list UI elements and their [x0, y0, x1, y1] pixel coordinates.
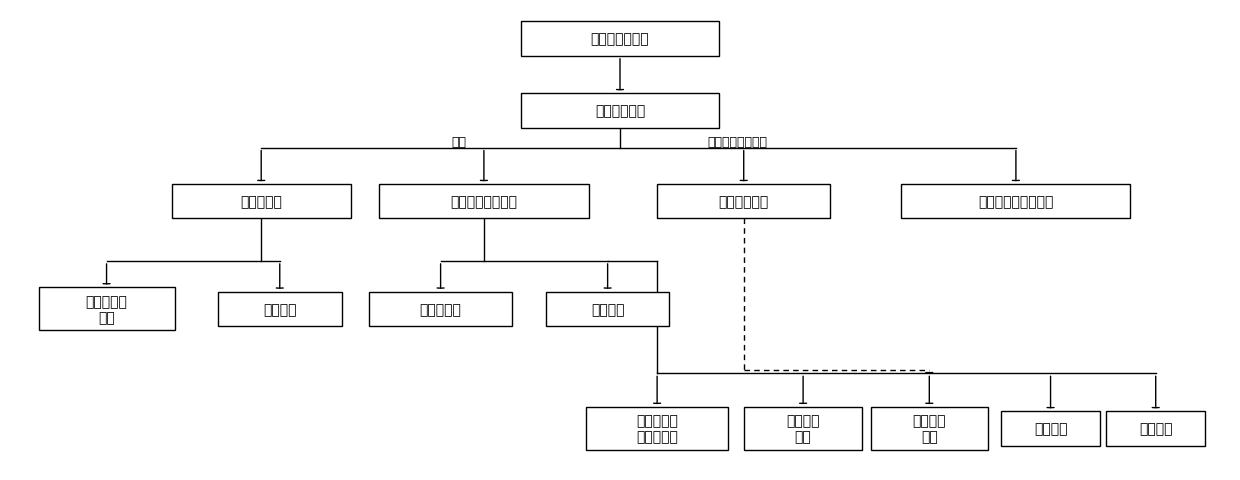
Text: 运行操作人员界面: 运行操作人员界面: [450, 195, 517, 209]
Text: 浏览用户界面: 浏览用户界面: [719, 195, 769, 209]
Text: 进入系统主界面: 进入系统主界面: [590, 33, 650, 47]
FancyBboxPatch shape: [171, 185, 351, 219]
FancyBboxPatch shape: [901, 185, 1131, 219]
Text: 用户管理: 用户管理: [263, 302, 296, 316]
Text: 风电场风机
分布及信息: 风电场风机 分布及信息: [636, 413, 678, 444]
FancyBboxPatch shape: [370, 292, 512, 326]
FancyBboxPatch shape: [744, 407, 862, 450]
FancyBboxPatch shape: [1106, 411, 1205, 446]
Text: 用户身份认证: 用户身份认证: [595, 104, 645, 118]
FancyBboxPatch shape: [1001, 411, 1100, 446]
Text: 数据处理: 数据处理: [591, 302, 625, 316]
Text: 管理员界面: 管理员界面: [241, 195, 283, 209]
FancyBboxPatch shape: [657, 185, 831, 219]
FancyBboxPatch shape: [521, 94, 719, 128]
Text: 系统监控: 系统监控: [1140, 421, 1173, 435]
Text: 用户名或密码错误: 用户名或密码错误: [708, 135, 768, 148]
FancyBboxPatch shape: [218, 292, 342, 326]
Text: 重新进入系统主界面: 重新进入系统主界面: [978, 195, 1054, 209]
FancyBboxPatch shape: [38, 288, 175, 331]
FancyBboxPatch shape: [546, 292, 670, 326]
Text: 风电场设置: 风电场设置: [419, 302, 461, 316]
FancyBboxPatch shape: [587, 407, 728, 450]
FancyBboxPatch shape: [521, 23, 719, 57]
Text: 风电场信息
管理: 风电场信息 管理: [86, 294, 128, 324]
Text: 实时数据
监控: 实时数据 监控: [786, 413, 820, 444]
Text: 通过: 通过: [451, 135, 466, 148]
FancyBboxPatch shape: [870, 407, 988, 450]
Text: 功率预测: 功率预测: [1034, 421, 1068, 435]
FancyBboxPatch shape: [378, 185, 589, 219]
Text: 气象数据
查询: 气象数据 查询: [913, 413, 946, 444]
